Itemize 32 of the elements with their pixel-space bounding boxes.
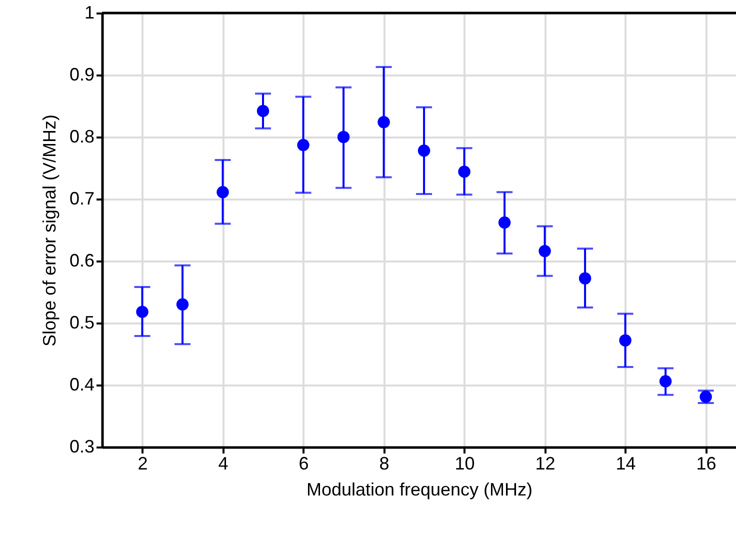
x-tick-label: 10	[454, 454, 475, 474]
y-tick-label: 1	[84, 2, 94, 22]
x-tick-label: 12	[535, 454, 556, 474]
x-tick-label: 16	[696, 454, 716, 474]
y-tick-label: 0.8	[69, 126, 94, 146]
point	[297, 138, 310, 152]
y-tick-label: 0.7	[69, 188, 94, 208]
point	[378, 116, 390, 128]
x-tick-label: 6	[298, 454, 309, 474]
point	[216, 186, 229, 198]
x-axis-title: Modulation frequency (MHz)	[306, 480, 533, 500]
point	[136, 306, 148, 318]
y-axis-title: Slope of error signal (V/MHz)	[39, 114, 60, 347]
point	[619, 334, 632, 346]
y-tick-label: 0.5	[69, 312, 94, 332]
y-tick-label: 0.3	[69, 436, 94, 456]
y-tick-label: 0.6	[69, 250, 94, 270]
point	[578, 272, 592, 284]
point	[659, 375, 672, 388]
x-tick-label: 14	[616, 454, 636, 474]
point	[498, 216, 511, 229]
y-tick-label: 0.4	[69, 374, 94, 394]
point	[176, 298, 189, 311]
point	[337, 130, 350, 144]
y-tick-label: 0.9	[69, 64, 94, 84]
x-tick-label: 2	[138, 454, 148, 474]
point	[418, 144, 430, 157]
x-tick-label: 8	[379, 454, 390, 474]
x-tick-label: 4	[218, 454, 228, 474]
point	[256, 104, 270, 118]
point	[458, 166, 470, 178]
point	[538, 244, 551, 258]
